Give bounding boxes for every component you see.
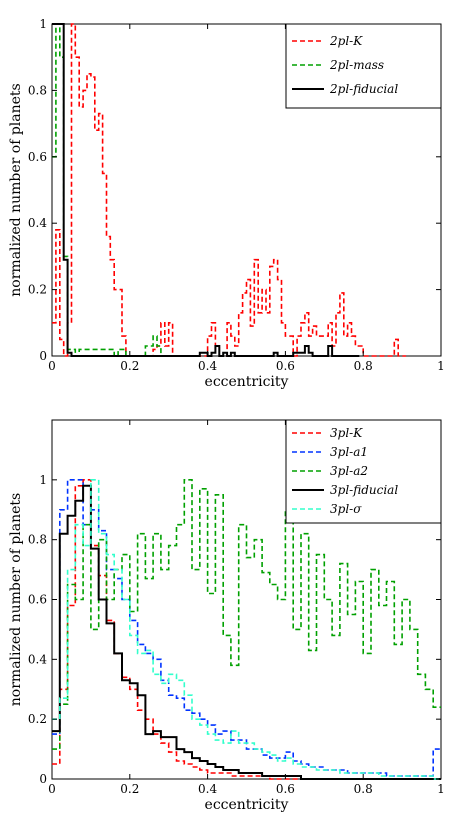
x-tick-label: 0.2: [120, 359, 139, 373]
legend-label-3pl-a2: 3pl-a2: [330, 464, 368, 478]
y-axis-label-3pl: normalized number of planets: [8, 493, 24, 706]
y-tick-label: 0.2: [28, 712, 47, 726]
series-line-3pl-fiducial: [52, 484, 441, 780]
axis-ticks-3pl: 0 0.2 0.4 0.6 0.8 1 0 0.2 0.4 0.6 0.8 1: [28, 420, 445, 796]
series-line-3pl-k: [52, 479, 441, 780]
axis-ticks-2pl: 0 0.2 0.4 0.6 0.8 1 0 0.2 0.4 0.6 0.8 1: [28, 17, 445, 373]
legend-3pl: 3pl-K 3pl-a1 3pl-a2 3pl-fiducial 3pl-σ: [285, 419, 442, 524]
y-tick-label: 0: [39, 772, 47, 786]
x-tick-label: 0.8: [354, 359, 373, 373]
y-tick-label: 0.8: [28, 533, 47, 547]
x-tick-label: 0.4: [198, 782, 217, 796]
y-tick-label: 0.6: [28, 150, 47, 164]
y-tick-label: 0.2: [28, 283, 47, 297]
x-tick-label: 0.2: [120, 782, 139, 796]
series-line-3pl: [52, 479, 441, 780]
y-tick-label: 0.6: [28, 593, 47, 607]
y-tick-label: 1: [39, 473, 47, 487]
x-tick-label: 1: [437, 359, 445, 373]
y-tick-label: 0.4: [28, 216, 47, 230]
legend-label-3pl-a1: 3pl-a1: [330, 445, 368, 459]
series-line-3pl-a1: [52, 479, 441, 777]
legend-label-3pl-fiducial: 3pl-fiducial: [330, 483, 398, 497]
x-tick-label: 0.6: [276, 782, 295, 796]
legend-label-3pl: 3pl-σ: [330, 502, 362, 516]
chart-2pl: 0 0.2 0.4 0.6 0.8 1 0 0.2 0.4 0.6 0.8 1 eccentricit…: [8, 17, 445, 390]
series-line-2pl-k: [52, 23, 406, 357]
legend-box: [285, 23, 442, 109]
legend-label-2pl-k: 2pl-K: [329, 34, 363, 48]
legend-2pl: 2pl-K 2pl-mass 2pl-fiducial: [285, 23, 442, 109]
series-line-3pl-a2: [52, 479, 441, 750]
series-group-2pl: [52, 23, 406, 357]
x-tick-label: 0.8: [354, 782, 373, 796]
x-tick-label: 0: [48, 782, 56, 796]
y-tick-label: 0.8: [28, 83, 47, 97]
x-tick-label: 1: [437, 782, 445, 796]
legend-label-3pl-k: 3pl-K: [330, 426, 363, 440]
x-axis-label-2pl: eccentricity: [205, 374, 289, 390]
y-tick-label: 0: [39, 349, 47, 363]
series-line-2pl-fiducial: [52, 23, 360, 357]
series-group-3pl: [52, 479, 441, 780]
y-axis-label-2pl: normalized number of planets: [8, 83, 24, 296]
chart-3pl: 0 0.2 0.4 0.6 0.8 1 0 0.2 0.4 0.6 0.8 1 eccentricit…: [8, 419, 445, 813]
legend-label-2pl-fiducial: 2pl-fiducial: [329, 82, 398, 96]
legend-label-2pl-mass: 2pl-mass: [329, 58, 384, 72]
x-tick-label: 0: [48, 359, 56, 373]
x-tick-label: 0.6: [276, 359, 295, 373]
y-tick-label: 0.4: [28, 652, 47, 666]
x-tick-label: 0.4: [198, 359, 217, 373]
series-line-2pl-mass: [52, 23, 173, 357]
y-tick-label: 1: [39, 17, 47, 31]
x-axis-label-3pl: eccentricity: [205, 797, 289, 813]
